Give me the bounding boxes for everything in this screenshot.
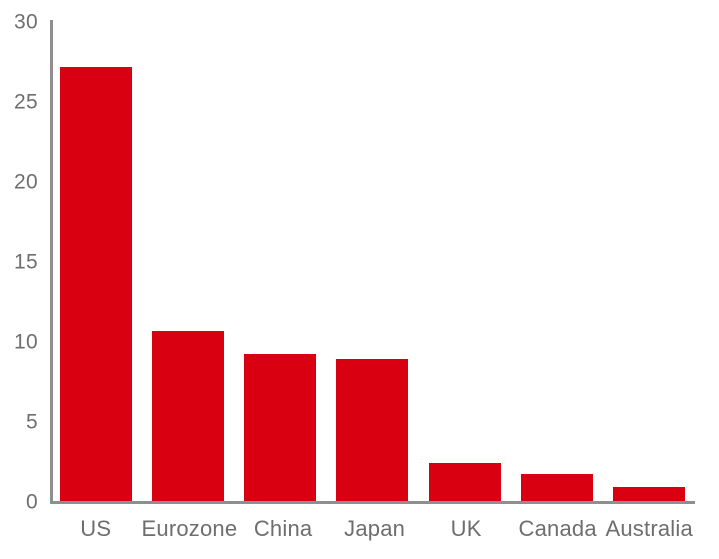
y-tick-label-0: 0: [26, 490, 38, 514]
bars-container: [50, 21, 695, 501]
y-tick-label-20: 20: [14, 170, 38, 194]
bar-slot: [419, 21, 511, 501]
bar-australia: [612, 486, 685, 501]
bar-slot: [603, 21, 695, 501]
x-axis-line: [50, 501, 695, 504]
x-tick-label-canada: Canada: [518, 516, 597, 541]
bar-eurozone: [152, 331, 225, 501]
x-tick-label-australia: Australia: [605, 516, 693, 541]
x-tick-label-japan: Japan: [344, 516, 406, 541]
y-tick-label-25: 25: [14, 90, 38, 114]
bar-slot: [142, 21, 234, 501]
bar-china: [244, 353, 317, 501]
bar-slot: [50, 21, 142, 501]
bar-canada: [520, 473, 593, 501]
bar-japan: [336, 358, 409, 501]
y-tick-label-30: 30: [14, 10, 38, 34]
bar-slot: [511, 21, 603, 501]
y-tick-label-10: 10: [14, 330, 38, 354]
x-axis-tick-labels: US Eurozone China Japan UK Canada Australia: [50, 516, 695, 542]
y-tick-label-15: 15: [14, 250, 38, 274]
y-axis-line: [50, 20, 53, 504]
y-axis-tick-labels: 0 5 10 15 20 25 30: [0, 0, 38, 559]
x-tick-label-us: US: [80, 516, 112, 541]
bar-slot: [234, 21, 326, 501]
bar-us: [60, 67, 133, 501]
bar-slot: [326, 21, 418, 501]
x-tick-label-uk: UK: [450, 516, 482, 541]
x-tick-label-china: China: [253, 516, 313, 541]
x-tick-label-eurozone: Eurozone: [141, 516, 238, 541]
y-tick-label-5: 5: [26, 410, 38, 434]
bar-uk: [428, 462, 501, 501]
